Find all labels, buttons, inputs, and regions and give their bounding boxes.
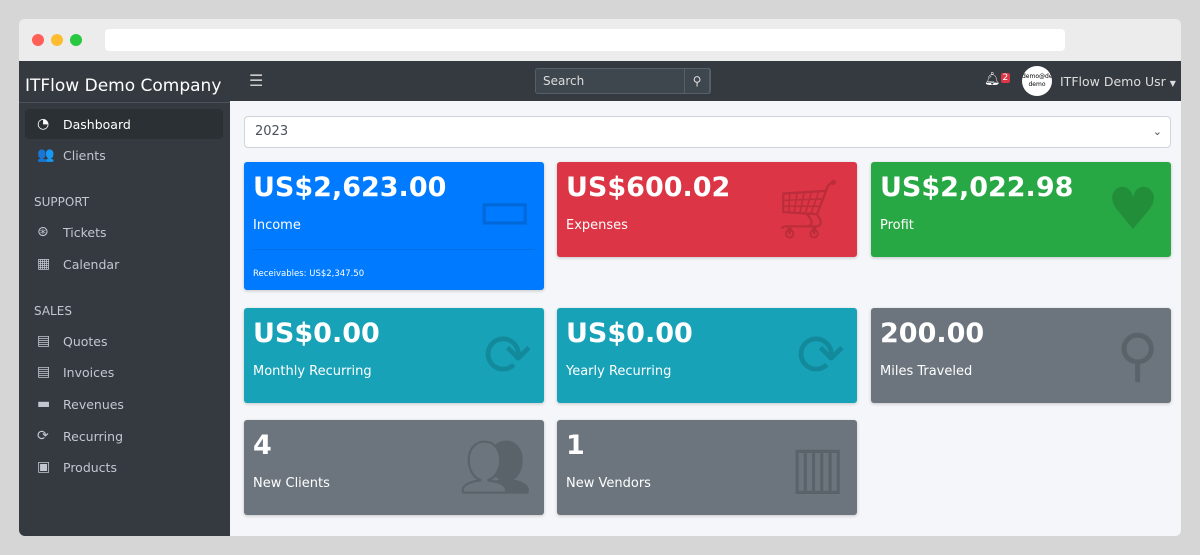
file-icon: ▤: [37, 333, 51, 349]
label: Recurring: [63, 428, 123, 444]
sync-icon: ⟳: [37, 428, 49, 444]
label: Quotes: [63, 333, 108, 349]
credit-card-icon: ▬: [37, 396, 51, 412]
shopping-cart-icon: 🛒︎: [771, 175, 845, 243]
minimize-dot[interactable]: [51, 34, 63, 46]
income-card[interactable]: US$2,623.00 Income ▭ Receivables: US$2,3…: [244, 162, 544, 290]
close-dot[interactable]: [32, 34, 44, 46]
card-label: Yearly Recurring: [566, 364, 672, 379]
card-label: Miles Traveled: [880, 364, 973, 379]
label: Products: [63, 459, 117, 475]
user-menu[interactable]: ITFlow Demo Usr ▼: [1060, 74, 1176, 89]
expenses-card[interactable]: US$600.02 Expenses 🛒︎: [557, 162, 857, 257]
card-value: US$2,623.00: [253, 172, 447, 203]
card-label: New Clients: [253, 476, 330, 491]
sidebar-item-tickets[interactable]: ⊛ Tickets: [25, 217, 223, 247]
users-icon: 👥︎: [458, 433, 532, 501]
card-value: 4: [253, 430, 272, 461]
sidebar-item-dashboard[interactable]: ◔ Dashboard: [25, 109, 223, 139]
card-value: 1: [566, 430, 585, 461]
search-button[interactable]: ⚲: [684, 68, 710, 94]
year-value: 2023: [255, 124, 289, 139]
card-value: US$0.00: [253, 318, 380, 349]
monthly-recurring-card[interactable]: US$0.00 Monthly Recurring ⟳: [244, 308, 544, 403]
yearly-recurring-card[interactable]: US$0.00 Yearly Recurring ⟳: [557, 308, 857, 403]
notifications-button[interactable]: 🔔︎ 2: [984, 72, 1011, 87]
top-navbar: ☰ Search ⚲ 🔔︎2 demo@demo demo ITFlow Dem…: [230, 61, 1181, 101]
card-value: US$0.00: [566, 318, 693, 349]
heart-icon: ♥: [1107, 175, 1159, 243]
caret-down-icon: ▼: [1169, 79, 1176, 88]
divider: [253, 249, 535, 250]
dashboard-icon: ◔: [37, 116, 50, 132]
receivables: Receivables: US$2,347.50: [253, 269, 365, 279]
sidebar-item-revenues[interactable]: ▬ Revenues: [25, 389, 223, 419]
card-label: New Vendors: [566, 476, 651, 491]
bell-icon: 🔔︎: [984, 72, 1001, 87]
notification-count: 2: [1000, 73, 1011, 83]
label: Tickets: [63, 224, 107, 240]
profit-card[interactable]: US$2,022.98 Profit ♥: [871, 162, 1171, 257]
label: Calendar: [63, 256, 120, 272]
search-input[interactable]: Search ⚲: [535, 68, 711, 94]
card-value: US$2,022.98: [880, 172, 1074, 203]
sidebar-item-quotes[interactable]: ▤ Quotes: [25, 326, 223, 356]
browser-chrome: [19, 19, 1181, 61]
sales-header: SALES: [34, 304, 72, 318]
card-label: Profit: [880, 218, 914, 233]
sidebar-item-clients[interactable]: 👥 Clients: [25, 140, 223, 170]
sync-icon: ⟳: [796, 321, 845, 389]
chevron-down-icon: ⌄: [1152, 125, 1162, 138]
credit-card-icon: ▭: [477, 175, 532, 243]
avatar[interactable]: demo@demo demo: [1022, 66, 1052, 96]
brand[interactable]: ITFlow Demo Company: [19, 61, 230, 103]
label: Invoices: [63, 364, 115, 380]
year-select[interactable]: 2023 ⌄: [244, 116, 1171, 148]
maximize-dot[interactable]: [70, 34, 82, 46]
card-label: Expenses: [566, 218, 628, 233]
users-icon: 👥: [37, 147, 55, 163]
support-header: SUPPORT: [34, 195, 90, 209]
sidebar-item-recurring[interactable]: ⟳ Recurring: [25, 421, 223, 451]
user-name: ITFlow Demo Usr: [1060, 74, 1166, 89]
card-value: 200.00: [880, 318, 985, 349]
address-bar[interactable]: [105, 29, 1065, 51]
sidebar-item-invoices[interactable]: ▤ Invoices: [25, 357, 223, 387]
life-ring-icon: ⊛: [37, 224, 49, 240]
label: Revenues: [63, 396, 124, 412]
box-icon: ▣: [37, 459, 51, 475]
sidebar: ITFlow Demo Company ◔ Dashboard 👥 Clients …: [19, 61, 230, 536]
label: Clients: [63, 147, 106, 163]
hamburger-icon[interactable]: ☰: [249, 71, 264, 90]
sidebar-item-calendar[interactable]: ▦ Calendar: [25, 249, 223, 279]
building-icon: ▥: [790, 433, 845, 501]
sync-icon: ⟳: [483, 321, 532, 389]
new-clients-card[interactable]: 4 New Clients 👥︎: [244, 420, 544, 515]
card-label: Income: [253, 218, 301, 233]
search-icon: ⚲: [692, 74, 702, 88]
card-value: US$600.02: [566, 172, 731, 203]
browser-window: ITFlow Demo Company ◔ Dashboard 👥 Clients …: [19, 19, 1181, 536]
miles-card[interactable]: 200.00 Miles Traveled ⚲: [871, 308, 1171, 403]
search-placeholder: Search: [543, 74, 585, 88]
route-icon: ⚲: [1116, 321, 1159, 389]
invoice-icon: ▤: [37, 364, 51, 380]
new-vendors-card[interactable]: 1 New Vendors ▥: [557, 420, 857, 515]
card-label: Monthly Recurring: [253, 364, 372, 379]
label: Dashboard: [63, 116, 131, 132]
calendar-icon: ▦: [37, 256, 51, 272]
sidebar-item-products[interactable]: ▣ Products: [25, 452, 223, 482]
